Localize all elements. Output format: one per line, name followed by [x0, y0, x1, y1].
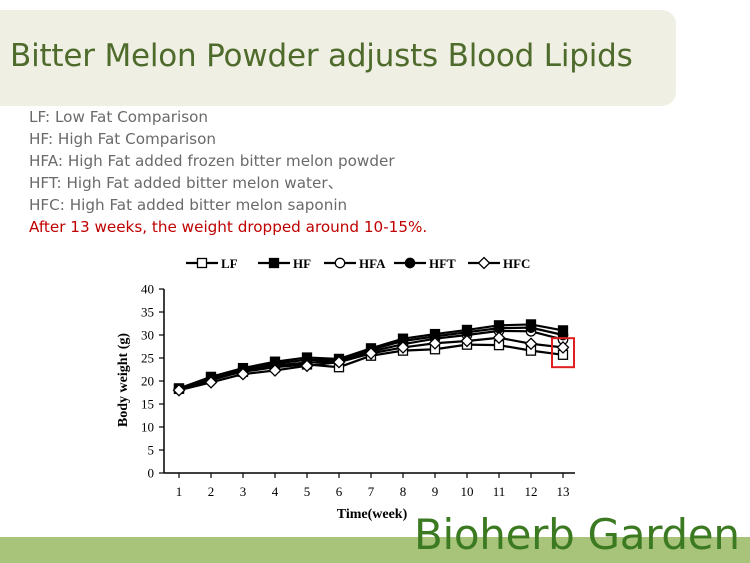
legend-item-hf: HF [258, 256, 311, 271]
legend-marker-hfc [477, 256, 491, 270]
x-tick-label: 6 [336, 484, 343, 499]
highlight-box [551, 337, 575, 369]
y-tick-label: 5 [148, 443, 155, 458]
y-tick-label: 0 [148, 466, 155, 481]
highlight-note: After 13 weeks, the weight dropped aroun… [29, 218, 428, 236]
point-hfc [460, 334, 474, 348]
legend-item-hft: HFT [394, 256, 456, 271]
legend-item-hfc: HFC [468, 256, 530, 271]
x-tick-label: 7 [368, 484, 375, 499]
x-axis-label: Time(week) [337, 507, 408, 522]
y-tick-label: 35 [141, 305, 154, 320]
y-tick-label: 10 [141, 420, 154, 435]
y-tick-label: 15 [141, 397, 154, 412]
point-hfc [524, 337, 538, 351]
point-hfc [236, 367, 250, 381]
chart-legend: LF HF HFA HFT HFC [186, 256, 530, 271]
legend-marker-hf [268, 257, 280, 269]
x-tick-label: 5 [304, 484, 311, 499]
chart-series [172, 319, 570, 397]
x-tick-label: 8 [400, 484, 407, 499]
x-tick-label: 2 [208, 484, 215, 499]
note-hf: HF: High Fat Comparison [29, 130, 217, 148]
slide-title: Bitter Melon Powder adjusts Blood Lipids [10, 38, 633, 74]
point-hfc [396, 341, 410, 354]
y-axis-label: Body weight (g) [116, 333, 131, 427]
note-hfc: HFC: High Fat added bitter melon saponin [29, 196, 348, 214]
legend-marker-hfa [334, 257, 346, 269]
note-hfa: HFA: High Fat added frozen bitter melon … [29, 152, 395, 170]
point-hfc [300, 359, 314, 373]
legend-label-hft: HFT [429, 256, 456, 271]
note-hft: HFT: High Fat added bitter melon water、 [29, 174, 343, 192]
x-tick-label: 12 [525, 484, 538, 499]
title-banner [0, 10, 676, 106]
x-tick-label: 1 [176, 484, 183, 499]
series-hfc [172, 331, 570, 397]
x-tick-label: 13 [557, 484, 570, 499]
point-hft [525, 322, 537, 333]
x-tick-label: 3 [240, 484, 247, 499]
x-tick-label: 11 [493, 484, 506, 499]
legend-notes: LF: Low Fat Comparison HF: High Fat Comp… [29, 106, 427, 238]
x-tick-label: 10 [461, 484, 474, 499]
legend-item-lf: LF [186, 256, 238, 271]
y-tick-label: 40 [141, 282, 154, 297]
point-hfc [172, 383, 186, 397]
brand-logo-text: Bioherb Garden [414, 510, 740, 559]
point-hfc [492, 331, 506, 345]
legend-item-hfa: HFA [324, 256, 386, 271]
legend-label-hf: HF [293, 256, 311, 271]
x-tick-label: 9 [432, 484, 439, 499]
point-hfc [556, 341, 570, 354]
y-tick-label: 30 [141, 328, 154, 343]
legend-marker-hft [404, 257, 416, 269]
x-tick-label: 4 [272, 484, 279, 499]
point-hfc [428, 336, 442, 350]
y-tick-label: 25 [141, 351, 154, 366]
point-hfc [268, 364, 282, 377]
note-lf: LF: Low Fat Comparison [29, 108, 209, 126]
legend-label-lf: LF [221, 256, 238, 271]
y-tick-label: 20 [141, 374, 154, 389]
point-hfc [332, 355, 346, 369]
footer-bar [0, 537, 750, 563]
point-hfc [364, 346, 378, 360]
point-hfc [204, 375, 218, 389]
legend-label-hfc: HFC [503, 256, 530, 271]
legend-marker-lf [196, 257, 208, 269]
legend-label-hfa: HFA [359, 256, 386, 271]
